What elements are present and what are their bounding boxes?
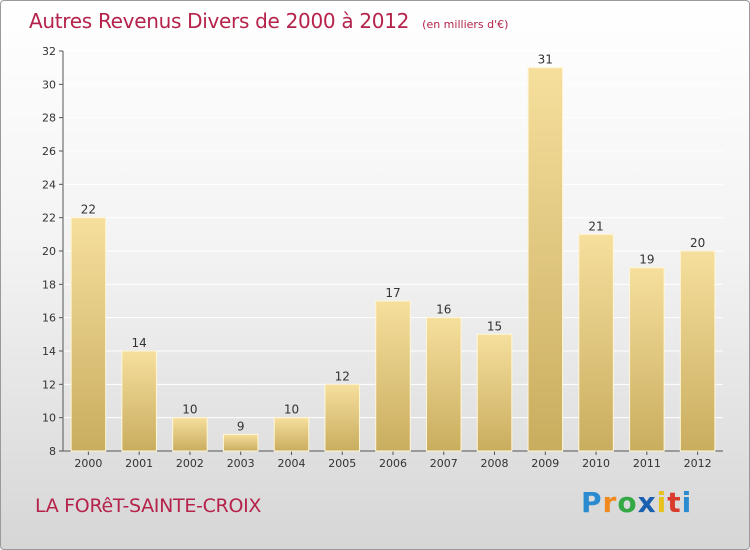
x-tick-label: 2012	[684, 457, 712, 470]
bar-value-label: 17	[385, 286, 400, 300]
y-tick-label: 18	[42, 278, 56, 291]
chart-title: Autres Revenus Divers de 2000 à 2012	[29, 9, 410, 33]
chart-subtitle: (en milliers d'€)	[422, 18, 509, 31]
x-tick-label: 2003	[227, 457, 255, 470]
bar-value-label: 12	[335, 369, 350, 383]
chart-title-block: Autres Revenus Divers de 2000 à 2012 (en…	[29, 9, 508, 33]
y-tick-label: 20	[42, 245, 56, 258]
bar-value-label: 31	[538, 53, 553, 67]
bar	[578, 233, 614, 452]
bar	[527, 67, 564, 452]
x-tick-label: 2001	[125, 457, 153, 470]
y-tick-label: 30	[42, 78, 56, 91]
y-tick-label: 28	[42, 112, 56, 125]
bar	[222, 433, 259, 452]
bar	[70, 217, 107, 452]
bar-value-label: 10	[182, 403, 197, 417]
bar-value-label: 14	[132, 336, 147, 350]
x-tick-label: 2008	[481, 457, 509, 470]
bar-value-label: 19	[639, 253, 654, 267]
y-tick-label: 26	[42, 145, 56, 158]
proxiti-logo: Proxiti	[581, 486, 692, 519]
y-tick-label: 10	[42, 412, 56, 425]
bar-value-label: 10	[284, 403, 299, 417]
logo-letter: P	[581, 486, 603, 519]
x-tick-label: 2004	[277, 457, 305, 470]
x-tick-label: 2005	[328, 457, 356, 470]
bar	[324, 383, 360, 452]
x-tick-label: 2000	[74, 457, 102, 470]
bar-value-label: 9	[237, 419, 245, 433]
bar	[273, 417, 310, 452]
bar	[629, 267, 665, 452]
y-tick-label: 32	[42, 45, 56, 58]
y-tick-label: 12	[42, 378, 56, 391]
bar-value-label: 16	[436, 303, 451, 317]
bar-value-label: 15	[487, 319, 502, 333]
bar	[375, 300, 411, 452]
bar-value-label: 21	[588, 219, 603, 233]
x-tick-label: 2002	[176, 457, 204, 470]
y-tick-label: 22	[42, 212, 56, 225]
x-tick-label: 2007	[430, 457, 458, 470]
x-tick-label: 2010	[582, 457, 610, 470]
place-name: LA FORêT-SAINTE-CROIX	[35, 495, 262, 517]
logo-letter: i	[656, 486, 668, 519]
x-tick-label: 2006	[379, 457, 407, 470]
logo-letter: o	[617, 486, 638, 519]
x-tick-label: 2009	[531, 457, 559, 470]
bar-value-label: 22	[81, 203, 96, 217]
bar	[172, 417, 208, 452]
y-tick-label: 14	[42, 345, 56, 358]
bar	[679, 250, 716, 452]
bar	[121, 350, 157, 452]
y-tick-label: 24	[42, 178, 56, 191]
bar-value-label: 20	[690, 236, 705, 250]
logo-letter: t	[667, 486, 682, 519]
y-tick-label: 16	[42, 312, 56, 325]
bar	[426, 317, 462, 452]
bar	[476, 333, 513, 452]
y-tick-label: 8	[49, 445, 56, 458]
x-tick-label: 2011	[633, 457, 661, 470]
logo-letter: r	[602, 486, 618, 519]
logo-letter: i	[681, 486, 693, 519]
logo-letter: x	[637, 486, 657, 519]
